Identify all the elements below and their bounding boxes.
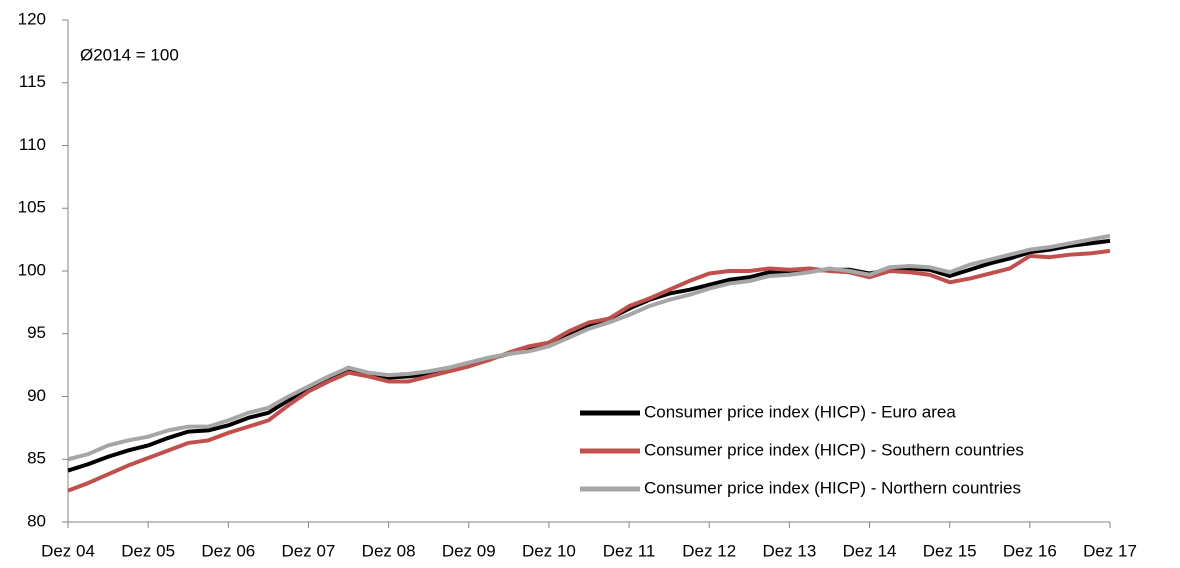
series-line <box>67 238 1111 473</box>
x-tick-label: Dez 13 <box>762 541 816 560</box>
legend-label: Consumer price index (HICP) - Euro area <box>644 402 956 421</box>
y-tick-label: 90 <box>27 386 46 405</box>
y-tick-label: 120 <box>18 9 46 28</box>
x-tick-label: Dez 04 <box>41 541 95 560</box>
x-tick-label: Dez 14 <box>843 541 897 560</box>
legend-label: Consumer price index (HICP) - Northern c… <box>644 478 1021 497</box>
x-tick-label: Dez 17 <box>1083 541 1137 560</box>
x-tick-label: Dez 15 <box>923 541 977 560</box>
y-tick-label: 80 <box>27 511 46 530</box>
x-tick-label: Dez 08 <box>362 541 416 560</box>
series-line <box>67 233 1111 462</box>
x-tick-label: Dez 10 <box>522 541 576 560</box>
x-tick-label: Dez 07 <box>282 541 336 560</box>
y-tick-label: 95 <box>27 323 46 342</box>
y-tick-label: 100 <box>18 260 46 279</box>
x-tick-label: Dez 05 <box>121 541 175 560</box>
legend-label: Consumer price index (HICP) - Southern c… <box>644 440 1024 459</box>
x-tick-label: Dez 11 <box>603 541 656 560</box>
y-tick-label: 85 <box>27 449 46 468</box>
annotation: Ø2014 = 100 <box>80 45 179 64</box>
x-tick-label: Dez 16 <box>1003 541 1057 560</box>
x-tick-label: Dez 12 <box>682 541 736 560</box>
y-tick-label: 115 <box>19 72 46 91</box>
x-tick-label: Dez 06 <box>201 541 255 560</box>
legend: Consumer price index (HICP) - Euro area C… <box>572 395 1140 517</box>
series-line <box>67 248 1111 493</box>
y-tick-label: 105 <box>18 198 46 217</box>
y-tick-label: 110 <box>19 135 46 154</box>
x-tick-label: Dez 09 <box>442 541 496 560</box>
legend-box <box>572 395 1140 517</box>
